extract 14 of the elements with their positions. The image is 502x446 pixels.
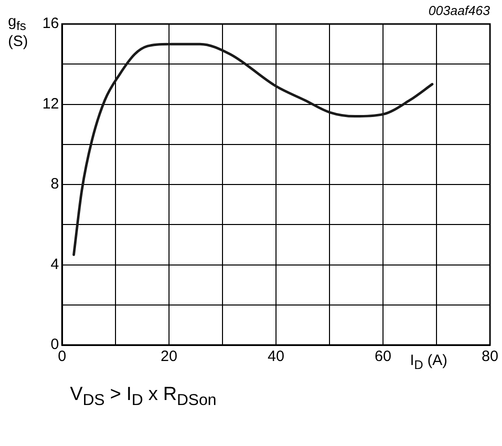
x-tick-label: 60	[374, 348, 392, 366]
y-tick-label: 4	[50, 256, 59, 273]
y-tick-label: 8	[50, 176, 59, 193]
x-axis-title: I$_{D}$ (A)	[410, 352, 448, 372]
y-tick-label: 0	[50, 336, 59, 354]
y-axis-title: g$_{fs}$ (S)	[8, 13, 29, 50]
x-tick-label: 40	[268, 348, 284, 366]
y-tick-label: 12	[42, 95, 59, 112]
y-tick-label: 16	[42, 15, 59, 32]
line-series	[72, 42, 434, 256]
x-tick-label: 80	[482, 348, 498, 366]
text: 003aaf463	[428, 3, 490, 18]
x-tick-label: 20	[160, 348, 178, 366]
text: V$_{DS}$ > I$_{D}$ x R$_{DSon}$	[70, 384, 216, 410]
